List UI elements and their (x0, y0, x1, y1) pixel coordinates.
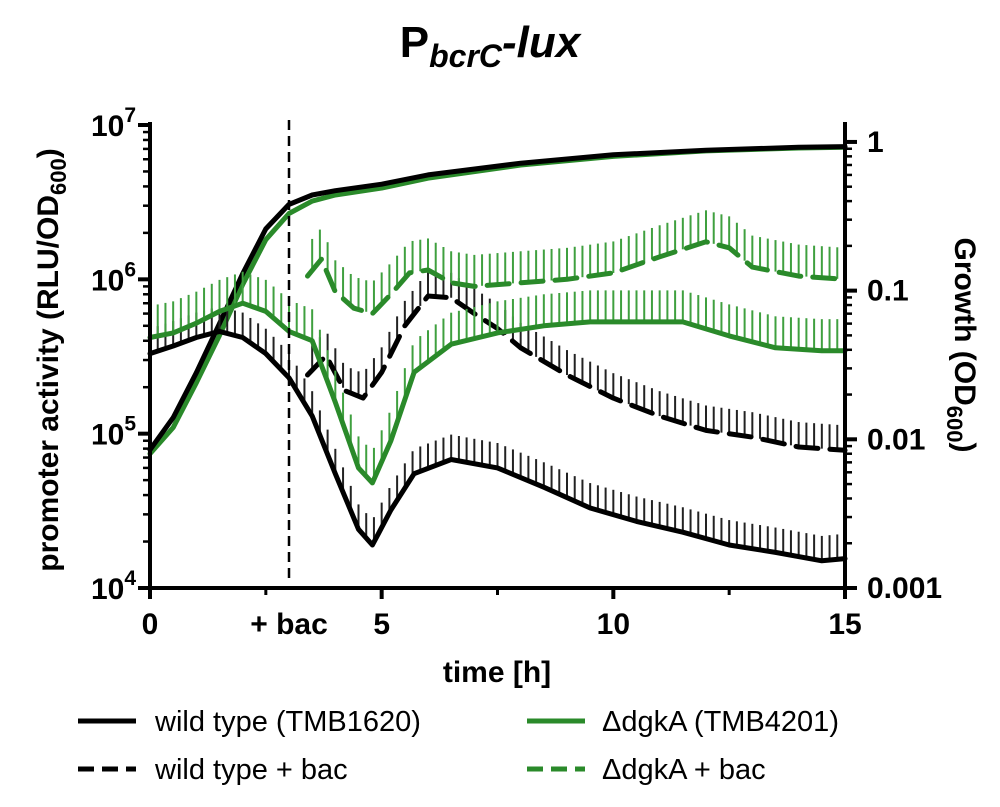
x-tick-label-0: 0 (142, 608, 159, 641)
series-5-growth-line (147, 144, 848, 457)
title-subscript: bcrC (429, 38, 503, 74)
axis-ticks: 0 5 10 15 104 105 106 107 0.001 0.01 0.1 1 (91, 104, 942, 641)
bac-addition-label: + bac (250, 608, 328, 641)
plot-area (147, 144, 848, 564)
right-y-tick-label-0.001: 0.001 (867, 572, 942, 605)
left-y-axis-label: promoter activity (RLU/OD600) (32, 148, 71, 571)
right-y-axis-label-end: ) (948, 443, 981, 453)
right-y-tick-label-0.1: 0.1 (867, 275, 909, 308)
right-y-tick-label-1: 1 (867, 126, 884, 159)
svg-text:PbcrC-lux: PbcrC-lux (400, 18, 582, 74)
legend: wild type (TMB1620) wild type + bac Δdgk… (78, 706, 839, 786)
legend-entry-dgka-bac: ΔdgkA + bac (527, 754, 766, 786)
left-y-tick-label-5: 105 (91, 413, 136, 452)
x-tick-label-10: 10 (597, 608, 630, 641)
left-y-tick-label-6: 106 (91, 258, 136, 297)
left-y-tick-label-7: 107 (91, 104, 136, 143)
series-4-growth-line (147, 144, 848, 453)
series-1-error-bars (311, 271, 846, 451)
right-y-axis-label: Growth (OD600) (942, 237, 981, 452)
right-y-axis-label-main: Growth (OD (948, 237, 981, 405)
series-1-activity-line (305, 293, 848, 453)
legend-entry-dgka: ΔdgkA (TMB4201) (527, 706, 839, 738)
bacitracin-annotation: + bac (250, 120, 328, 641)
title-main: P (400, 18, 429, 67)
left-y-axis-label-end: ) (32, 148, 65, 158)
title-suffix: -lux (502, 18, 582, 67)
legend-entry-wild-type: wild type (TMB1620) (78, 706, 421, 738)
left-y-axis-label-main: promoter activity (RLU/OD (32, 195, 65, 572)
series-3-error-bars (311, 210, 846, 312)
right-y-axis-label-sub: 600 (942, 406, 967, 443)
x-axis-label: time [h] (443, 656, 551, 689)
legend-label-dgka-bac: ΔdgkA + bac (602, 754, 766, 786)
legend-entry-wild-type-bac: wild type + bac (78, 754, 348, 786)
left-y-axis-label-sub: 600 (46, 158, 71, 195)
series-2-error-bars (149, 271, 846, 480)
left-y-tick-label-4: 104 (91, 567, 136, 606)
legend-label-dgka: ΔdgkA (TMB4201) (602, 706, 839, 738)
x-tick-label-15: 15 (828, 608, 861, 641)
right-y-tick-label-0.01: 0.01 (867, 423, 925, 456)
legend-label-wild-type-bac: wild type + bac (154, 754, 348, 786)
series-3-activity-line (305, 239, 848, 317)
x-tick-label-5: 5 (373, 608, 390, 641)
chart-title: PbcrC-lux (400, 18, 582, 74)
legend-label-wild-type: wild type (TMB1620) (154, 706, 421, 738)
axes (148, 122, 848, 590)
